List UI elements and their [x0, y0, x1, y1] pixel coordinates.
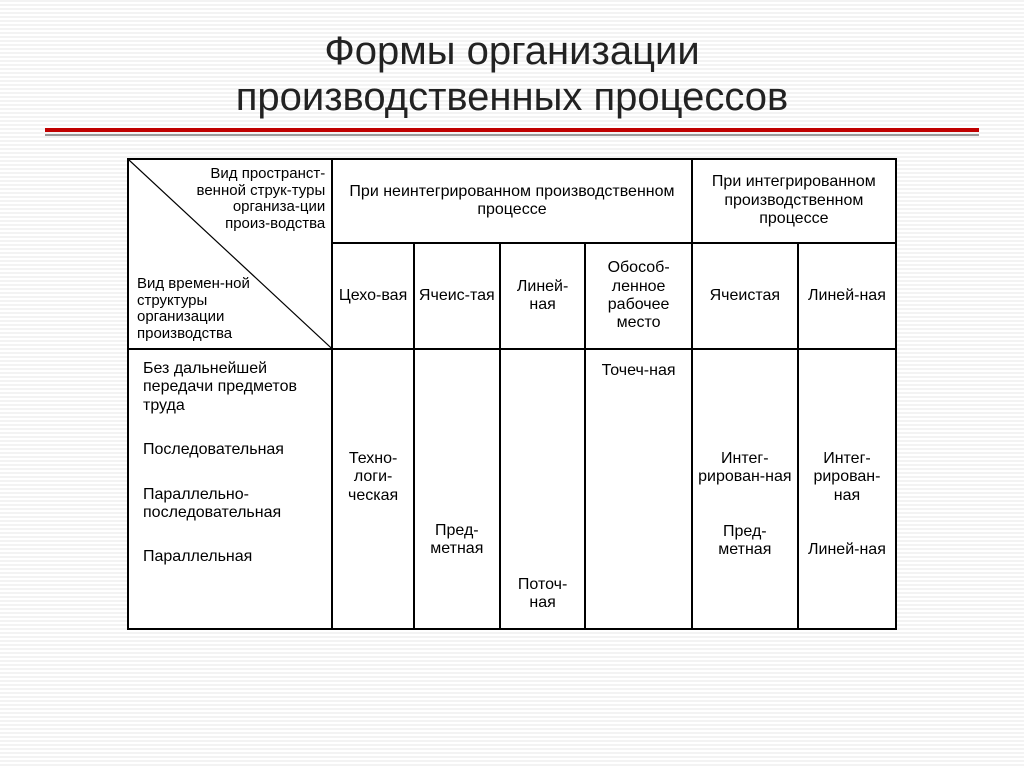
val-col-d: Точеч-ная: [590, 362, 686, 380]
subheader-d: Обособ-ленное рабочее место: [585, 243, 691, 349]
slide-title: Формы организации производственных проце…: [0, 0, 1024, 120]
rowhead-3: Параллельно-последовательная: [143, 486, 321, 523]
slide: Формы организации производственных проце…: [0, 0, 1024, 767]
diag-bottom-label: Вид времен-ной структуры организации про…: [137, 276, 279, 342]
header-group-2: При интегрированном производственном про…: [692, 159, 896, 243]
forms-table: Вид пространст-венной струк-туры организ…: [127, 158, 897, 630]
cell-col-e: Интег-рирован-ная Пред-метная: [692, 349, 798, 629]
val-col-a: Техно-логи-ческая: [337, 450, 409, 505]
cell-col-b: Пред-метная: [414, 349, 500, 629]
diag-top-label: Вид пространст-венной струк-туры организ…: [184, 166, 326, 232]
title-line-1: Формы организации: [324, 29, 699, 73]
diagonal-header-cell: Вид пространст-венной струк-туры организ…: [128, 159, 332, 349]
val-col-b: Пред-метная: [419, 522, 495, 559]
val-col-f-2: Линей-ная: [803, 541, 891, 559]
val-col-e-1: Интег-рирован-ная: [697, 450, 793, 487]
rowhead-4: Параллельная: [143, 548, 321, 566]
val-col-f-1: Интег-рирован-ная: [803, 450, 891, 505]
table-body-row: Без дальнейшей передачи предметов труда …: [128, 349, 896, 629]
cell-col-f: Интег-рирован-ная Линей-ная: [798, 349, 896, 629]
subheader-a: Цехо-вая: [332, 243, 414, 349]
rowhead-2: Последовательная: [143, 441, 321, 459]
subheader-b: Ячеис-тая: [414, 243, 500, 349]
subheader-e: Ячеистая: [692, 243, 798, 349]
table-container: Вид пространст-венной струк-туры организ…: [127, 158, 897, 630]
subheader-c: Линей-ная: [500, 243, 586, 349]
cell-col-a: Техно-логи-ческая: [332, 349, 414, 629]
cell-col-d: Точеч-ная: [585, 349, 691, 629]
rule-red: [45, 128, 979, 132]
rule-gray: [45, 134, 979, 136]
cell-col-c: Поточ-ная: [500, 349, 586, 629]
header-group-1: При неинтегрированном производственном п…: [332, 159, 691, 243]
title-line-2: производственных процессов: [236, 75, 789, 119]
subheader-f: Линей-ная: [798, 243, 896, 349]
title-rule: [45, 128, 979, 136]
table-header-row-1: Вид пространст-венной струк-туры организ…: [128, 159, 896, 243]
rowhead-1: Без дальнейшей передачи предметов труда: [143, 360, 321, 415]
val-col-c: Поточ-ная: [505, 576, 581, 613]
val-col-e-2: Пред-метная: [697, 523, 793, 560]
row-headers-block: Без дальнейшей передачи предметов труда …: [128, 349, 332, 629]
